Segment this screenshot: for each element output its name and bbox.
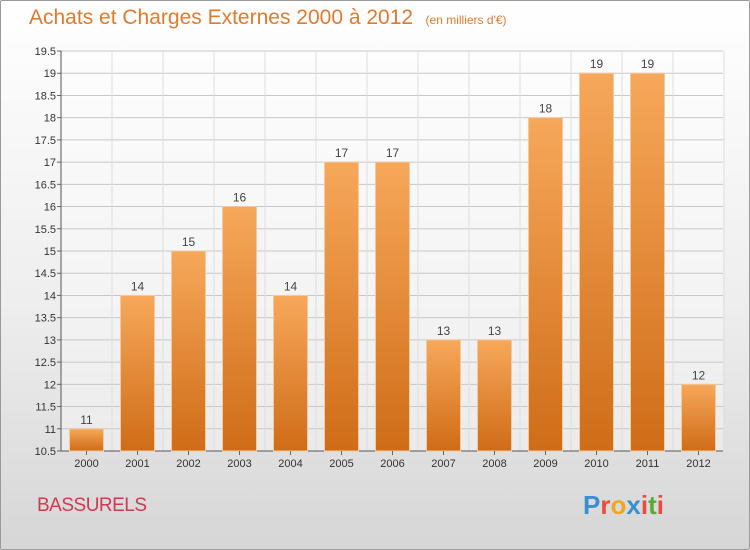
bar-value-label: 14	[284, 279, 298, 293]
x-tick-label: 2002	[176, 458, 200, 470]
x-tick-label: 2011	[636, 458, 660, 470]
bar-value-label: 15	[182, 235, 196, 249]
bar-value-label: 11	[80, 413, 93, 427]
bar	[426, 339, 461, 452]
x-tick-label: 2004	[278, 458, 302, 470]
y-tick-label: 16	[44, 202, 56, 214]
chart-title-block: Achats et Charges Externes 2000 à 2012 (…	[29, 6, 507, 30]
y-tick-label: 15.5	[35, 224, 56, 236]
bar	[375, 161, 410, 452]
y-tick-label: 10.5	[35, 446, 56, 458]
logo-letter: o	[610, 490, 627, 520]
bar	[69, 428, 104, 452]
x-tick-label: 2001	[125, 458, 149, 470]
y-tick-label: 15	[44, 246, 56, 258]
bar	[273, 294, 308, 452]
bar-value-label: 18	[539, 102, 553, 116]
chart-title: Achats et Charges Externes 2000 à 2012	[29, 6, 414, 29]
x-tick-label: 2010	[584, 458, 608, 470]
bar-value-label: 19	[590, 57, 604, 71]
proxiti-logo: Proxiti	[583, 490, 664, 521]
y-tick-label: 13	[44, 335, 56, 347]
x-tick-label: 2000	[74, 458, 98, 470]
bar	[528, 117, 563, 452]
logo-letter: P	[583, 490, 601, 520]
commune-name: BASSURELS	[37, 495, 147, 516]
logo-letter: i	[640, 490, 649, 520]
y-tick-label: 13.5	[35, 313, 56, 325]
logo-letter: r	[600, 490, 611, 520]
bar-value-label: 16	[233, 191, 247, 205]
bar-value-label: 17	[386, 146, 400, 160]
y-tick-label: 12.5	[35, 357, 56, 369]
bar	[222, 206, 257, 452]
bar	[171, 250, 206, 452]
x-tick-label: 2009	[533, 458, 557, 470]
x-tick-label: 2008	[482, 458, 506, 470]
y-tick-label: 12	[44, 379, 56, 391]
x-tick-label: 2005	[329, 458, 353, 470]
x-tick-label: 2012	[686, 458, 710, 470]
y-tick-label: 17.5	[35, 135, 56, 147]
bar	[477, 339, 512, 452]
y-tick-label: 19.5	[35, 46, 56, 58]
logo-letter: t	[648, 490, 657, 520]
logo-letter: i	[656, 490, 664, 520]
bar	[120, 294, 155, 452]
bar-value-label: 13	[437, 324, 451, 338]
bar-value-label: 14	[131, 279, 145, 293]
logo-letter: x	[626, 490, 641, 520]
y-tick-label: 11	[45, 424, 56, 436]
bar	[630, 72, 665, 452]
bar-value-label: 12	[692, 368, 706, 382]
y-tick-label: 14.5	[35, 268, 56, 280]
bar	[324, 161, 359, 452]
bar	[579, 72, 614, 452]
y-tick-label: 16.5	[35, 179, 56, 191]
x-tick-label: 2003	[227, 458, 251, 470]
y-tick-label: 11.5	[35, 402, 56, 414]
chart-unit: (en milliers d'€)	[425, 13, 507, 27]
x-tick-label: 2007	[431, 458, 455, 470]
y-tick-label: 17	[44, 157, 56, 169]
bar-value-label: 19	[641, 57, 655, 71]
y-tick-label: 18	[44, 113, 56, 125]
y-tick-label: 14	[44, 290, 56, 302]
bar-value-label: 13	[488, 324, 502, 338]
bar	[681, 383, 716, 452]
y-tick-label: 18.5	[35, 90, 56, 102]
bar-value-label: 17	[335, 146, 349, 160]
y-tick-label: 19	[44, 68, 56, 80]
x-tick-label: 2006	[380, 458, 404, 470]
